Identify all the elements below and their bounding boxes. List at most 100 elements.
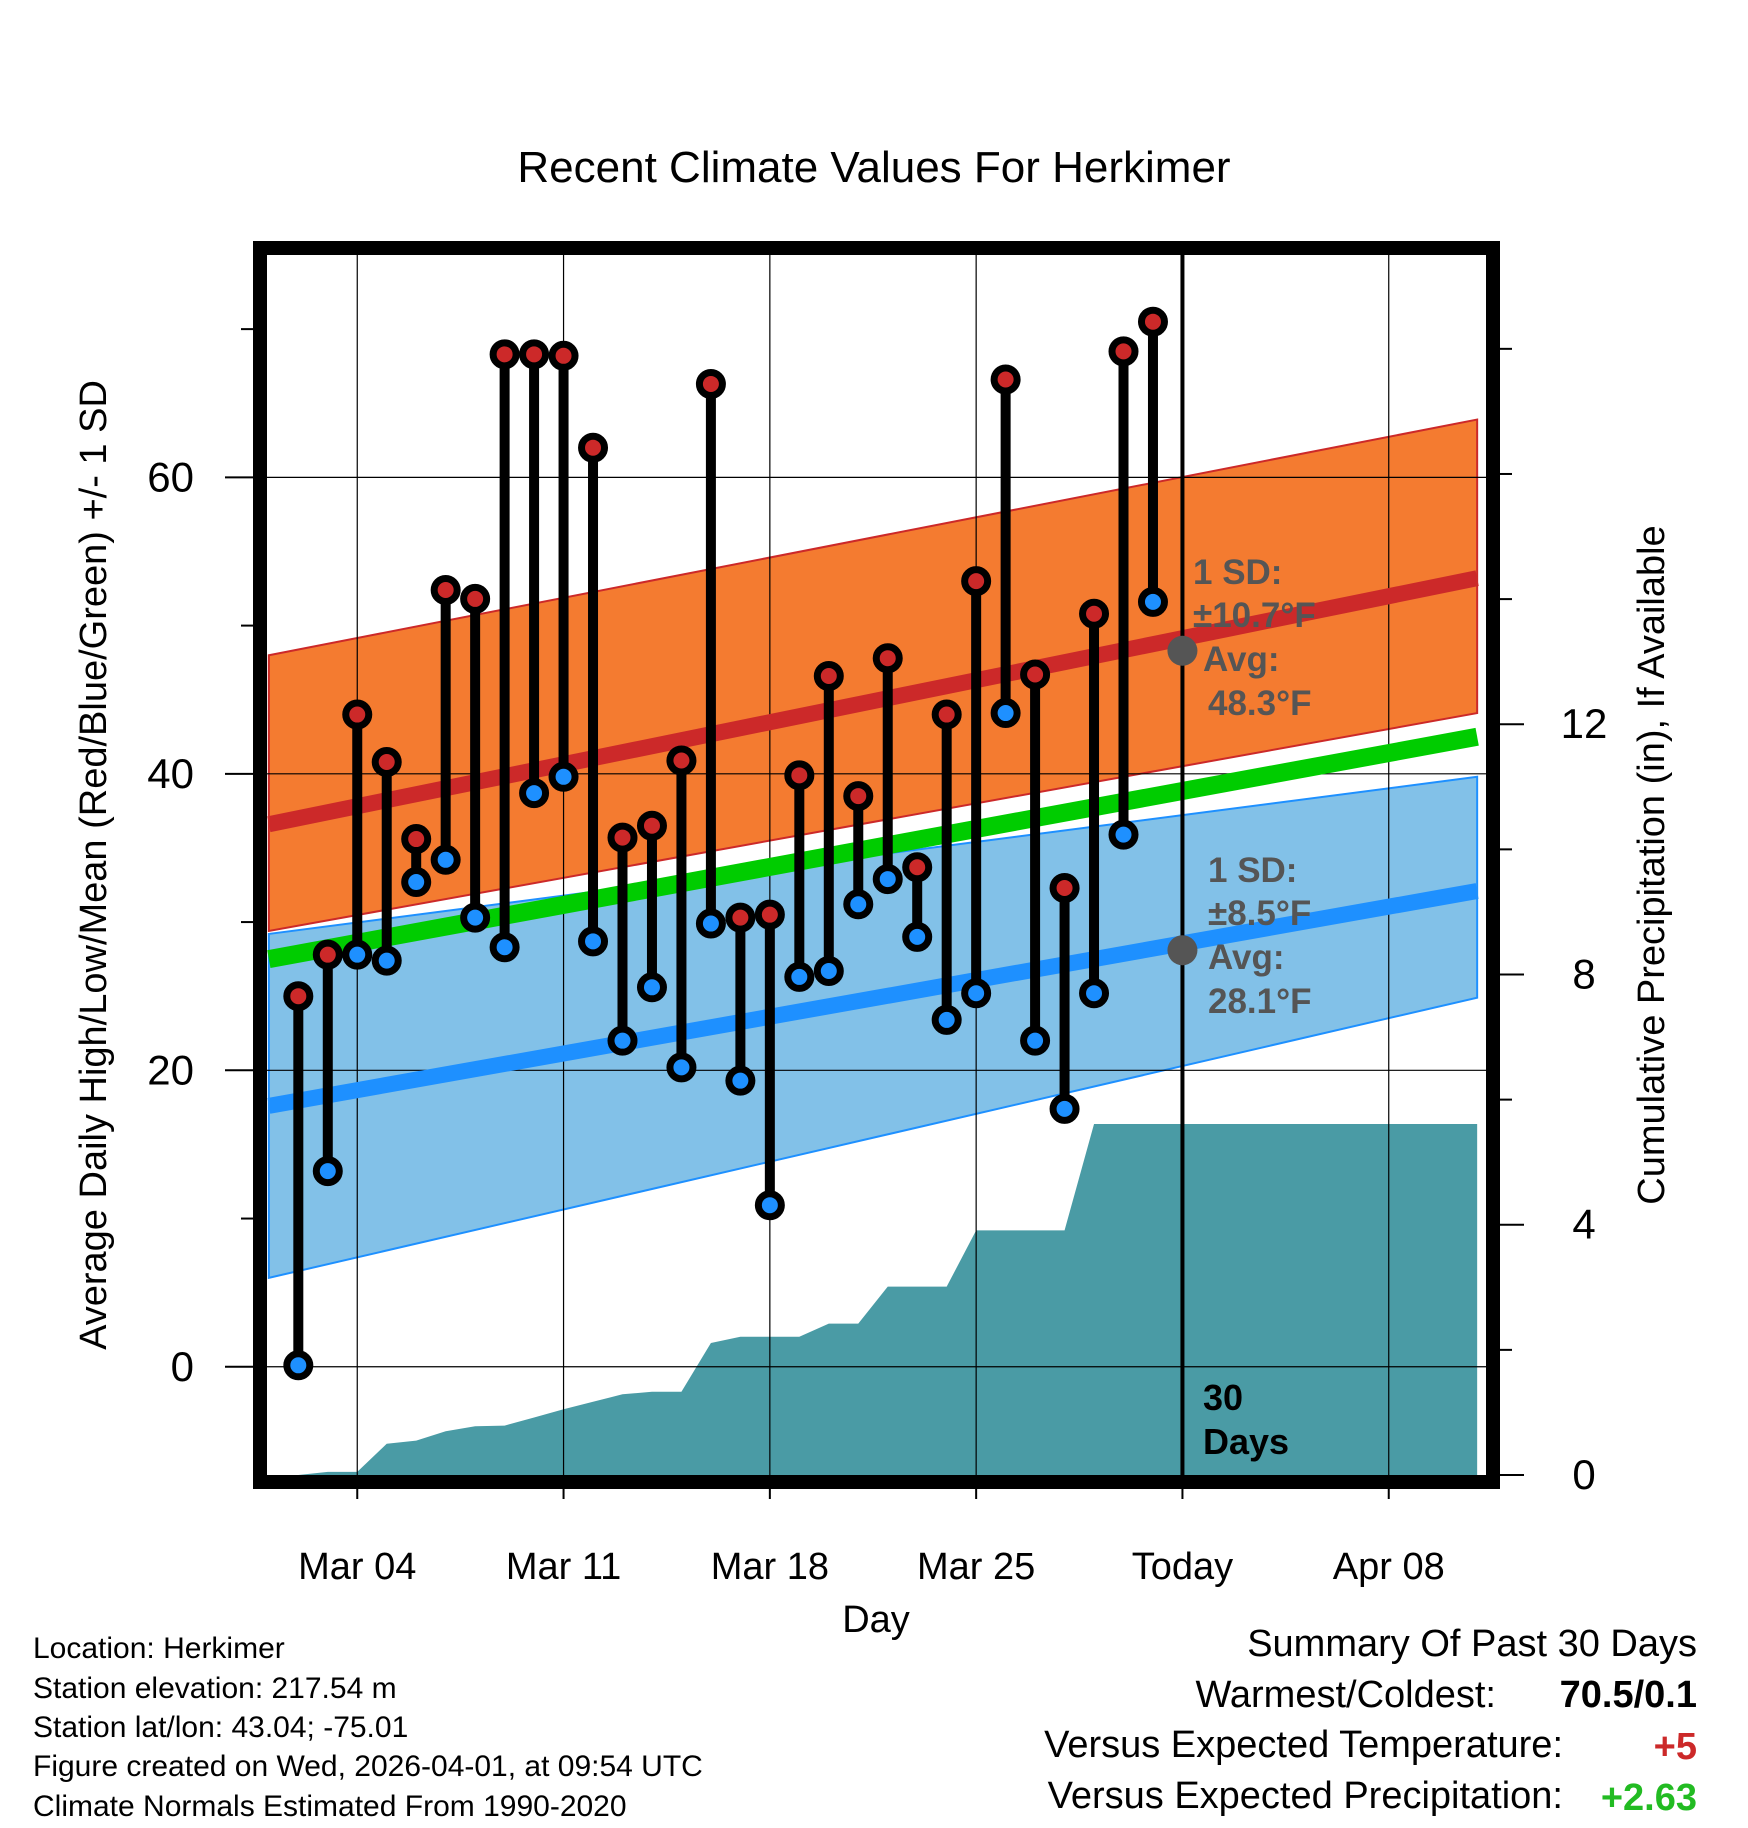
daily-low-point: [548, 761, 579, 792]
y-axis-label-left: Average Daily High/Low/Mean (Red/Blue/Gr…: [73, 380, 115, 1350]
y-axis-label-right: Cumulative Precipitation (in), If Availa…: [1631, 525, 1673, 1204]
daily-high-point: [754, 899, 785, 930]
daily-low-point: [1020, 1025, 1051, 1056]
x-tick-label: Today: [1132, 1546, 1233, 1588]
daily-high-point: [342, 699, 373, 730]
plot-frame: [253, 241, 1500, 1489]
warmest-coldest-label: Warmest/Coldest:: [1195, 1674, 1496, 1716]
x-tick-label: Mar 11: [506, 1546, 621, 1588]
daily-high-point: [931, 699, 962, 730]
daily-high-point: [578, 432, 609, 463]
daily-high-point: [961, 566, 992, 597]
y-tick-label: 20: [147, 1046, 194, 1093]
daily-high-point: [1020, 659, 1051, 690]
daily-low-point: [902, 921, 933, 952]
daily-low-point: [784, 961, 815, 992]
x-tick-label: Mar 04: [298, 1546, 416, 1588]
daily-high-point: [312, 939, 343, 970]
y-tick-label: 40: [147, 750, 194, 797]
daily-low-point: [872, 864, 903, 895]
station-location: Location: Herkimer: [33, 1632, 285, 1665]
daily-high-point: [519, 339, 550, 370]
daily-low-point: [990, 698, 1021, 729]
y-tick-label: 60: [147, 453, 194, 500]
daily-low-point: [607, 1025, 638, 1056]
daily-low-point: [283, 1350, 314, 1381]
daily-high-point: [695, 368, 726, 399]
temp-vs-expected-label: Versus Expected Temperature:: [1044, 1724, 1563, 1766]
x-tick-label: Apr 08: [1333, 1546, 1445, 1588]
daily-low-point: [430, 844, 461, 875]
y-right-tick-label: 8: [1572, 950, 1595, 997]
daily-high-point: [1108, 336, 1139, 367]
low-avg-title: Avg:: [1208, 938, 1284, 977]
y-right-tick-label: 0: [1572, 1451, 1595, 1498]
daily-high-point: [813, 660, 844, 691]
daily-high-point: [1049, 872, 1080, 903]
daily-high-point: [990, 364, 1021, 395]
precip-vs-expected-value: +2.63: [1601, 1777, 1697, 1819]
daily-high-point: [1137, 306, 1168, 337]
daily-high-point: [430, 575, 461, 606]
daily-low-point: [489, 932, 520, 963]
daily-low-point: [1137, 586, 1168, 617]
warmest-coldest-value: 70.5/0.1: [1560, 1674, 1697, 1716]
high-sd-title: 1 SD:: [1193, 553, 1282, 592]
figure-created: Figure created on Wed, 2026-04-01, at 09…: [33, 1750, 703, 1783]
daily-low-point: [578, 926, 609, 957]
daily-low-point: [636, 972, 667, 1003]
daily-high-point: [666, 745, 697, 776]
daily-high-point: [283, 981, 314, 1012]
y-right-tick-label: 12: [1561, 700, 1608, 747]
low-avg-value: 28.1°F: [1208, 982, 1312, 1021]
daily-low-point: [843, 889, 874, 920]
daily-high-point: [371, 746, 402, 777]
high-sd-band: [267, 418, 1479, 933]
daily-low-point: [931, 1004, 962, 1035]
x-tick-label: Mar 18: [711, 1546, 829, 1588]
daily-high-point: [489, 339, 520, 370]
daily-low-point: [519, 778, 550, 809]
daily-high-point: [843, 781, 874, 812]
station-latlon: Station lat/lon: 43.04; -75.01: [33, 1711, 408, 1744]
climate-normals-note: Climate Normals Estimated From 1990-2020: [33, 1790, 627, 1823]
daily-low-point: [401, 867, 432, 898]
daily-high-point: [902, 852, 933, 883]
daily-high-point: [548, 340, 579, 371]
station-elevation: Station elevation: 217.54 m: [33, 1672, 397, 1705]
high-sd-value: ±10.7°F: [1193, 596, 1316, 635]
y-tick-label: 0: [171, 1343, 194, 1390]
daily-high-point: [607, 822, 638, 853]
x-tick-label: Mar 25: [917, 1546, 1035, 1588]
high-avg-title: Avg:: [1203, 640, 1279, 679]
temp-vs-expected-value: +5: [1654, 1726, 1697, 1768]
daily-low-point: [371, 945, 402, 976]
low-avg-marker: [1167, 935, 1198, 966]
daily-high-point: [460, 583, 491, 614]
precip-vs-expected-label: Versus Expected Precipitation:: [1048, 1775, 1563, 1817]
x-axis-label: Day: [842, 1599, 910, 1641]
daily-low-point: [961, 978, 992, 1009]
high-avg-value: 48.3°F: [1208, 684, 1312, 723]
daily-low-point: [725, 1065, 756, 1096]
today-days-count: 30: [1203, 1377, 1243, 1418]
y-right-tick-label: 4: [1572, 1201, 1595, 1248]
daily-low-point: [695, 908, 726, 939]
daily-high-point: [872, 643, 903, 674]
daily-high-point: [784, 760, 815, 791]
daily-high-point: [725, 902, 756, 933]
daily-low-point: [1079, 978, 1110, 1009]
summary-title: Summary Of Past 30 Days: [1247, 1623, 1697, 1665]
daily-low-point: [813, 955, 844, 986]
chart-title: Recent Climate Values For Herkimer: [517, 143, 1230, 192]
daily-low-point: [1049, 1093, 1080, 1124]
daily-high-point: [1079, 598, 1110, 629]
daily-low-point: [1108, 819, 1139, 850]
daily-low-point: [460, 902, 491, 933]
today-days-label: Days: [1203, 1421, 1289, 1462]
daily-low-point: [754, 1190, 785, 1221]
low-sd-value: ±8.5°F: [1208, 894, 1311, 933]
daily-low-point: [312, 1156, 343, 1187]
low-sd-title: 1 SD:: [1208, 851, 1297, 890]
